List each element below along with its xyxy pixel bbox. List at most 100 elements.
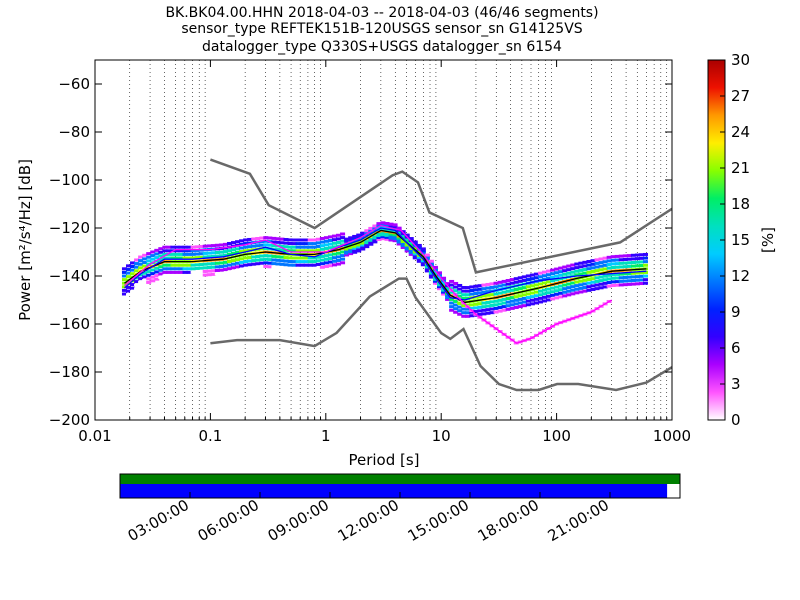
density-cell (449, 301, 455, 305)
density-cell (461, 303, 467, 307)
density-cell (441, 290, 447, 294)
density-cell (465, 311, 471, 315)
density-cell (336, 251, 342, 255)
density-cell (125, 271, 131, 275)
density-cell (622, 265, 628, 269)
density-cell (130, 283, 136, 287)
density-cell (138, 262, 144, 266)
density-cell (481, 312, 487, 316)
density-cell (259, 265, 265, 269)
density-cell (251, 259, 257, 263)
density-cell (218, 268, 224, 272)
density-cell (396, 230, 402, 234)
density-cell (634, 278, 640, 282)
density-cell (558, 284, 564, 288)
density-cell (291, 238, 297, 242)
density-cell (194, 274, 200, 278)
density-cell (315, 259, 321, 263)
density-cell (400, 242, 406, 246)
density-cell (578, 279, 584, 283)
density-cell (323, 254, 329, 258)
density-cell (255, 265, 261, 269)
density-cell (352, 236, 358, 240)
density-cell (509, 306, 515, 310)
density-cell (311, 260, 317, 264)
density-cell (630, 253, 636, 257)
density-cell (267, 243, 273, 247)
density-cell (392, 233, 398, 237)
density-cell (235, 265, 241, 269)
density-cell (400, 236, 406, 240)
density-cell (509, 278, 515, 282)
density-cell (146, 255, 152, 259)
density-cell (162, 267, 168, 271)
density-cell (259, 243, 265, 247)
density-cell (574, 262, 580, 266)
density-cell (400, 240, 406, 244)
density-cell (235, 250, 241, 254)
density-cell (404, 243, 410, 247)
density-cell (566, 293, 572, 297)
density-cell (614, 265, 620, 269)
density-cell (562, 265, 568, 269)
density-cell (287, 245, 293, 249)
density-cell (610, 265, 616, 269)
density-cell (170, 252, 176, 256)
density-cell (283, 241, 289, 245)
density-cell (303, 256, 309, 260)
density-cell (299, 267, 305, 271)
density-cell (610, 258, 616, 262)
density-cell (638, 282, 644, 286)
density-cell (340, 239, 346, 243)
density-cell (376, 235, 382, 239)
density-cell (360, 243, 366, 247)
psd-mean-curve (124, 229, 647, 304)
density-cell (618, 261, 624, 265)
density-cell (566, 271, 572, 275)
density-cell (319, 240, 325, 244)
colorbar-tick-label: 9 (731, 303, 741, 321)
density-cell (327, 235, 333, 239)
density-cell (566, 289, 572, 293)
density-cell (392, 235, 398, 239)
density-cell (461, 311, 467, 315)
density-cell (642, 263, 648, 267)
density-cell (226, 259, 232, 263)
density-cell (226, 241, 232, 245)
density-cell (610, 280, 616, 284)
density-cell (638, 264, 644, 268)
density-cell (348, 238, 354, 242)
density-cell (356, 243, 362, 247)
density-cell (210, 254, 216, 258)
density-cell (279, 259, 285, 263)
density-cell (279, 241, 285, 245)
density-cell (170, 274, 176, 278)
density-cell (239, 264, 245, 268)
density-cell (505, 282, 511, 286)
density-cell (243, 249, 249, 253)
density-cell (239, 257, 245, 261)
density-cell (493, 303, 499, 307)
density-cell (449, 305, 455, 309)
density-cell (311, 249, 317, 253)
density-cell (154, 270, 160, 274)
density-cell (291, 245, 297, 249)
density-cell (331, 241, 337, 245)
density-cell (259, 258, 265, 262)
y-tick-label: −180 (49, 363, 90, 381)
density-cell (380, 233, 386, 237)
density-cell (214, 243, 220, 247)
density-cell (517, 279, 523, 283)
x-tick-label: 0.01 (78, 427, 111, 445)
density-cell (251, 237, 257, 241)
density-cell (162, 252, 168, 256)
density-cell (598, 286, 604, 290)
density-cell (574, 273, 580, 277)
density-cell (275, 262, 281, 266)
density-cell (348, 252, 354, 256)
density-cell (364, 233, 370, 237)
density-cell (125, 289, 131, 293)
density-cell (408, 241, 414, 245)
density-cell (513, 277, 519, 281)
density-cell (263, 243, 269, 247)
